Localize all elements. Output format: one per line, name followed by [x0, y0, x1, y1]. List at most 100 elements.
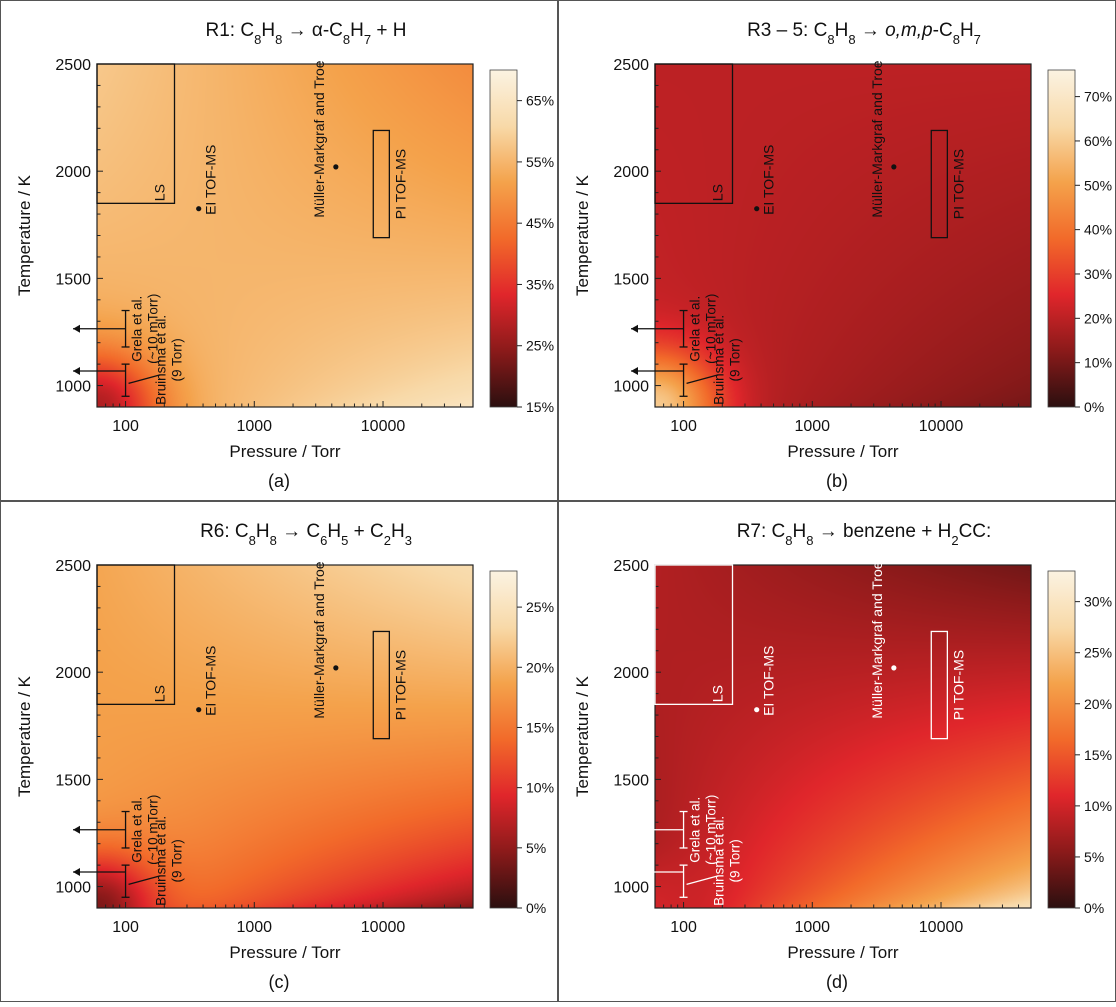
ei-tofms-label: EI TOF-MS	[203, 145, 219, 215]
grela-pressure-label: (~10 mTorr)	[146, 795, 161, 865]
x-tick-label: 100	[670, 418, 697, 435]
pi-tofms-label: PI TOF-MS	[950, 650, 966, 720]
colorbar-tick-label: 25%	[526, 338, 554, 354]
y-tick-label: 2500	[55, 57, 91, 74]
x-axis-label: Pressure / Torr	[787, 442, 899, 461]
pi-tofms-label: PI TOF-MS	[950, 149, 966, 219]
colorbar	[489, 570, 518, 909]
colorbar	[1047, 69, 1076, 408]
y-axis-label: Temperature / K	[15, 174, 34, 296]
y-tick-label: 1000	[613, 880, 649, 897]
y-tick-label: 2500	[613, 57, 649, 74]
colorbar-tick-label: 25%	[1084, 645, 1112, 661]
colorbar-tick-label: 65%	[526, 93, 554, 109]
colorbar-tick-label: 10%	[526, 780, 554, 796]
panel-b: R3 – 5: C8H8 → o,m,p-C8H7 100 1000 10000 100…	[558, 0, 1116, 506]
ei-tofms-point	[196, 206, 202, 212]
chart-svg: R6: C8H8 → C6H5 + C2H3 100 1000 10000 1000 15…	[0, 501, 558, 1002]
ls-label: LS	[710, 685, 726, 702]
pi-tofms-region	[372, 129, 391, 239]
grela-label: Grela et al.	[688, 296, 703, 362]
y-tick-label: 1000	[55, 379, 91, 396]
heatmap-field	[97, 565, 473, 908]
colorbar-tick-label: 30%	[1084, 266, 1112, 282]
y-tick-label: 1000	[613, 379, 649, 396]
bruinsma-label: Bruinsma et al.	[154, 816, 169, 906]
pi-tofms-region	[930, 630, 949, 740]
y-axis-label: Temperature / K	[573, 675, 592, 797]
colorbar	[1047, 570, 1076, 909]
ls-label: LS	[152, 685, 168, 702]
muller-markgraf-label: Müller-Markgraf and Troe	[311, 60, 327, 217]
bruinsma-label: Bruinsma et al.	[712, 816, 727, 906]
x-axis-label: Pressure / Torr	[229, 943, 341, 962]
colorbar-tick-label: 25%	[526, 599, 554, 615]
colorbar-tick-label: 30%	[1084, 594, 1112, 610]
colorbar-tick-label: 0%	[1084, 900, 1104, 916]
ls-region	[654, 63, 734, 204]
colorbar-tick-label: 15%	[526, 399, 554, 415]
chart-title: R6: C8H8 → C6H5 + C2H3	[200, 521, 412, 548]
bruinsma-label: Bruinsma et al.	[154, 315, 169, 405]
x-tick-label: 10000	[361, 919, 406, 936]
colorbar-tick-label: 45%	[526, 215, 554, 231]
grela-pressure-label: (~10 mTorr)	[704, 795, 719, 865]
y-tick-label: 2500	[55, 558, 91, 575]
colorbar-tick-label: 40%	[1084, 222, 1112, 238]
ei-tofms-label: EI TOF-MS	[203, 646, 219, 716]
colorbar-tick-label: 5%	[526, 840, 546, 856]
ei-tofms-point	[754, 707, 760, 713]
muller-markgraf-point	[333, 665, 339, 671]
y-tick-label: 1500	[613, 772, 649, 789]
colorbar-tick-label: 10%	[1084, 798, 1112, 814]
y-tick-label: 2000	[55, 164, 91, 181]
y-tick-label: 1000	[55, 880, 91, 897]
panel-c: R6: C8H8 → C6H5 + C2H3 100 1000 10000 1000 15…	[0, 501, 558, 1007]
colorbar-tick-label: 0%	[1084, 399, 1104, 415]
panel-d: R7: C8H8 → benzene + H2CC: 100 1000 10000 10…	[558, 501, 1116, 1007]
colorbar-tick-label: 15%	[526, 719, 554, 735]
heatmap-field	[97, 64, 473, 407]
panel-label: (c)	[269, 972, 290, 992]
y-tick-label: 2000	[613, 665, 649, 682]
chart-title: R7: C8H8 → benzene + H2CC:	[737, 521, 992, 548]
annotations	[73, 564, 391, 898]
grela-label: Grela et al.	[130, 296, 145, 362]
bruinsma-pressure-label: (9 Torr)	[170, 839, 185, 882]
panel-label: (d)	[826, 972, 848, 992]
x-tick-label: 1000	[794, 919, 830, 936]
ls-label: LS	[710, 184, 726, 201]
x-tick-label: 100	[112, 418, 139, 435]
x-axis-label: Pressure / Torr	[229, 442, 341, 461]
x-tick-label: 10000	[919, 919, 964, 936]
colorbar-tick-label: 20%	[1084, 310, 1112, 326]
colorbar-tick-label: 10%	[1084, 355, 1112, 371]
heatmap-field	[655, 64, 1031, 407]
y-tick-label: 2000	[55, 665, 91, 682]
bruinsma-pressure-label: (9 Torr)	[170, 338, 185, 381]
colorbar-tick-label: 5%	[1084, 849, 1104, 865]
pi-tofms-label: PI TOF-MS	[392, 149, 408, 219]
ls-label: LS	[152, 184, 168, 201]
pi-tofms-label: PI TOF-MS	[392, 650, 408, 720]
chart-title: R1: C8H8 → α-C8H7 + H	[206, 20, 407, 47]
muller-markgraf-point	[891, 164, 897, 170]
muller-markgraf-label: Müller-Markgraf and Troe	[311, 561, 327, 718]
grela-pressure-label: (~10 mTorr)	[704, 294, 719, 364]
x-tick-label: 10000	[919, 418, 964, 435]
panel-border	[0, 0, 558, 501]
bruinsma-label: Bruinsma et al.	[712, 315, 727, 405]
pi-tofms-region	[930, 129, 949, 239]
y-tick-label: 1500	[55, 271, 91, 288]
muller-markgraf-point	[333, 164, 339, 170]
colorbar-tick-label: 0%	[526, 900, 546, 916]
ei-tofms-label: EI TOF-MS	[761, 646, 777, 716]
annotations	[631, 63, 949, 397]
colorbar-tick-label: 55%	[526, 154, 554, 170]
colorbar-tick-label: 15%	[1084, 747, 1112, 763]
grela-label: Grela et al.	[688, 797, 703, 863]
panel-border	[0, 501, 558, 1002]
muller-markgraf-label: Müller-Markgraf and Troe	[869, 60, 885, 217]
ei-tofms-label: EI TOF-MS	[761, 145, 777, 215]
